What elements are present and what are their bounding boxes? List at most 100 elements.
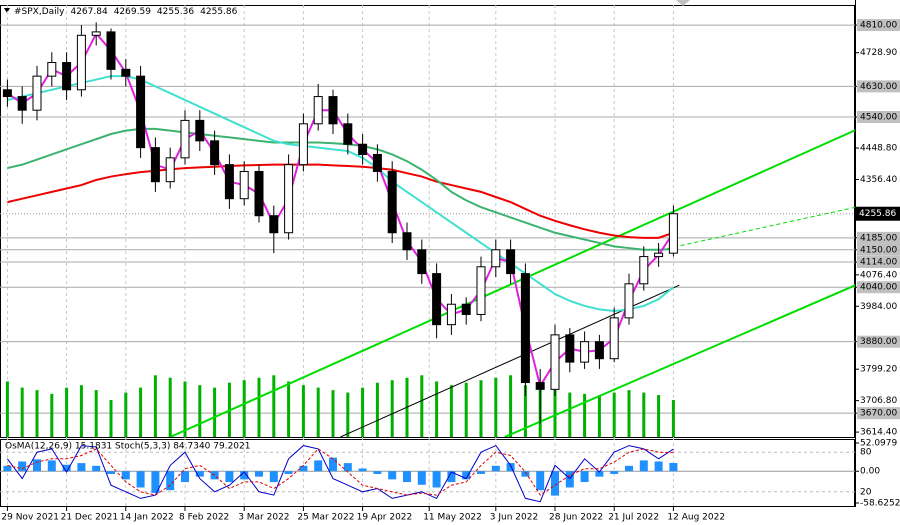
volume-bar [627,390,631,437]
osma-bar [432,471,441,488]
x-tick-label: 8 Feb 2022 [179,513,229,523]
osma-bar [506,463,515,472]
volume-bar [361,387,365,437]
volume-bar [449,385,453,437]
candle-body [328,96,338,125]
ohlc-value: 4255.36 [157,7,194,17]
volume-bar [183,381,187,437]
volume-bar [198,385,202,437]
osma-bar [639,460,648,472]
x-tick-label: 3 Mar 2022 [238,513,289,523]
volume-bar [272,375,276,437]
osc-tick-label: 0.00 [860,467,880,477]
candle-body [106,31,116,70]
level-label-box [857,281,900,294]
candle-body [520,273,530,384]
osma-bar [33,459,41,472]
candle-body [76,34,86,91]
candle-body [654,252,664,258]
current-price-label: 4255.86 [859,209,896,219]
volume-bar [612,392,616,437]
osma-bar [536,471,545,491]
osma-bar [491,465,500,472]
osma-bar [669,463,678,472]
volume-bar [153,375,157,437]
volume-bar [553,390,557,437]
x-tick-label: 3 Jun 2022 [490,513,538,523]
oscillator-panel-frame [0,439,855,507]
osma-bar [521,471,530,477]
candle-body [476,266,486,315]
volume-bar [20,387,24,437]
moving-average [7,75,675,313]
y-tick-label: 3880.00 [860,337,897,347]
volume-bar [213,387,217,437]
volume-bar [509,375,513,437]
candle-body [284,164,294,234]
y-tick-label: 4728.90 [860,48,897,58]
candle-body [580,341,590,363]
x-tick-label: 25 Mar 2022 [297,513,354,523]
osma-bar [388,471,397,480]
osma-bar [477,471,485,474]
volume-bar [109,399,113,437]
ohlc-value: 4269.59 [114,7,151,17]
volume-bar [168,377,172,437]
volume-bar [597,395,601,437]
candle-body [210,140,220,166]
volume-bar [35,390,39,437]
stoch-signal [7,448,674,496]
candle-body [639,256,649,285]
osc-tick-label: 20 [860,487,872,497]
x-tick-label: 19 Apr 2022 [357,513,413,523]
y-tick-label: 4448.80 [860,144,897,154]
level-label-box [857,111,900,123]
y-tick-label: 4040.00 [860,283,897,293]
candle-body [461,303,471,315]
candle-body [594,341,604,360]
x-tick-label: 29 Nov 2021 [1,513,59,523]
candle-body [224,164,234,200]
volume-bar [287,381,291,437]
osma-bar [580,471,589,483]
osma-bar [551,471,559,496]
y-tick-label: 3706.80 [860,396,897,406]
level-label-box [857,256,900,269]
chart-header: #SPX,Daily 4267.84 4269.59 4255.36 4255.86 [14,7,238,17]
candle-body [165,157,175,183]
osma-bar [77,463,86,472]
osma-bar [62,464,71,472]
y-tick-label: 4356.40 [860,175,897,185]
current-price-box [856,206,900,221]
candle-body [446,303,456,326]
level-label-box [857,231,900,244]
volume-bar [346,392,350,437]
osma-bar [373,471,382,474]
osma-bar [151,471,160,493]
menu-triangle [4,8,10,13]
volume-bar [331,390,335,437]
osma-bar [18,461,27,472]
volume-bar [642,392,646,437]
candle-body [668,213,678,254]
level-label-box [857,243,900,256]
candle-body [372,153,382,172]
trendline [169,129,855,437]
osma-bar [181,471,189,483]
main-panel-frame [0,5,855,438]
volume-bar [568,392,572,437]
oscillator-area [0,444,855,503]
volume-bar [375,382,379,437]
volume-bar [316,387,320,437]
candle-body [136,75,146,149]
candle-body [387,170,397,234]
osma-bar [166,471,175,491]
y-tick-label: 4114.00 [860,258,897,268]
osma-bar [654,461,663,472]
volume-bar [523,385,527,437]
volume-bar [79,385,83,437]
level-label-box [857,335,900,348]
volume-bar [94,390,98,437]
candle-body [432,273,442,326]
